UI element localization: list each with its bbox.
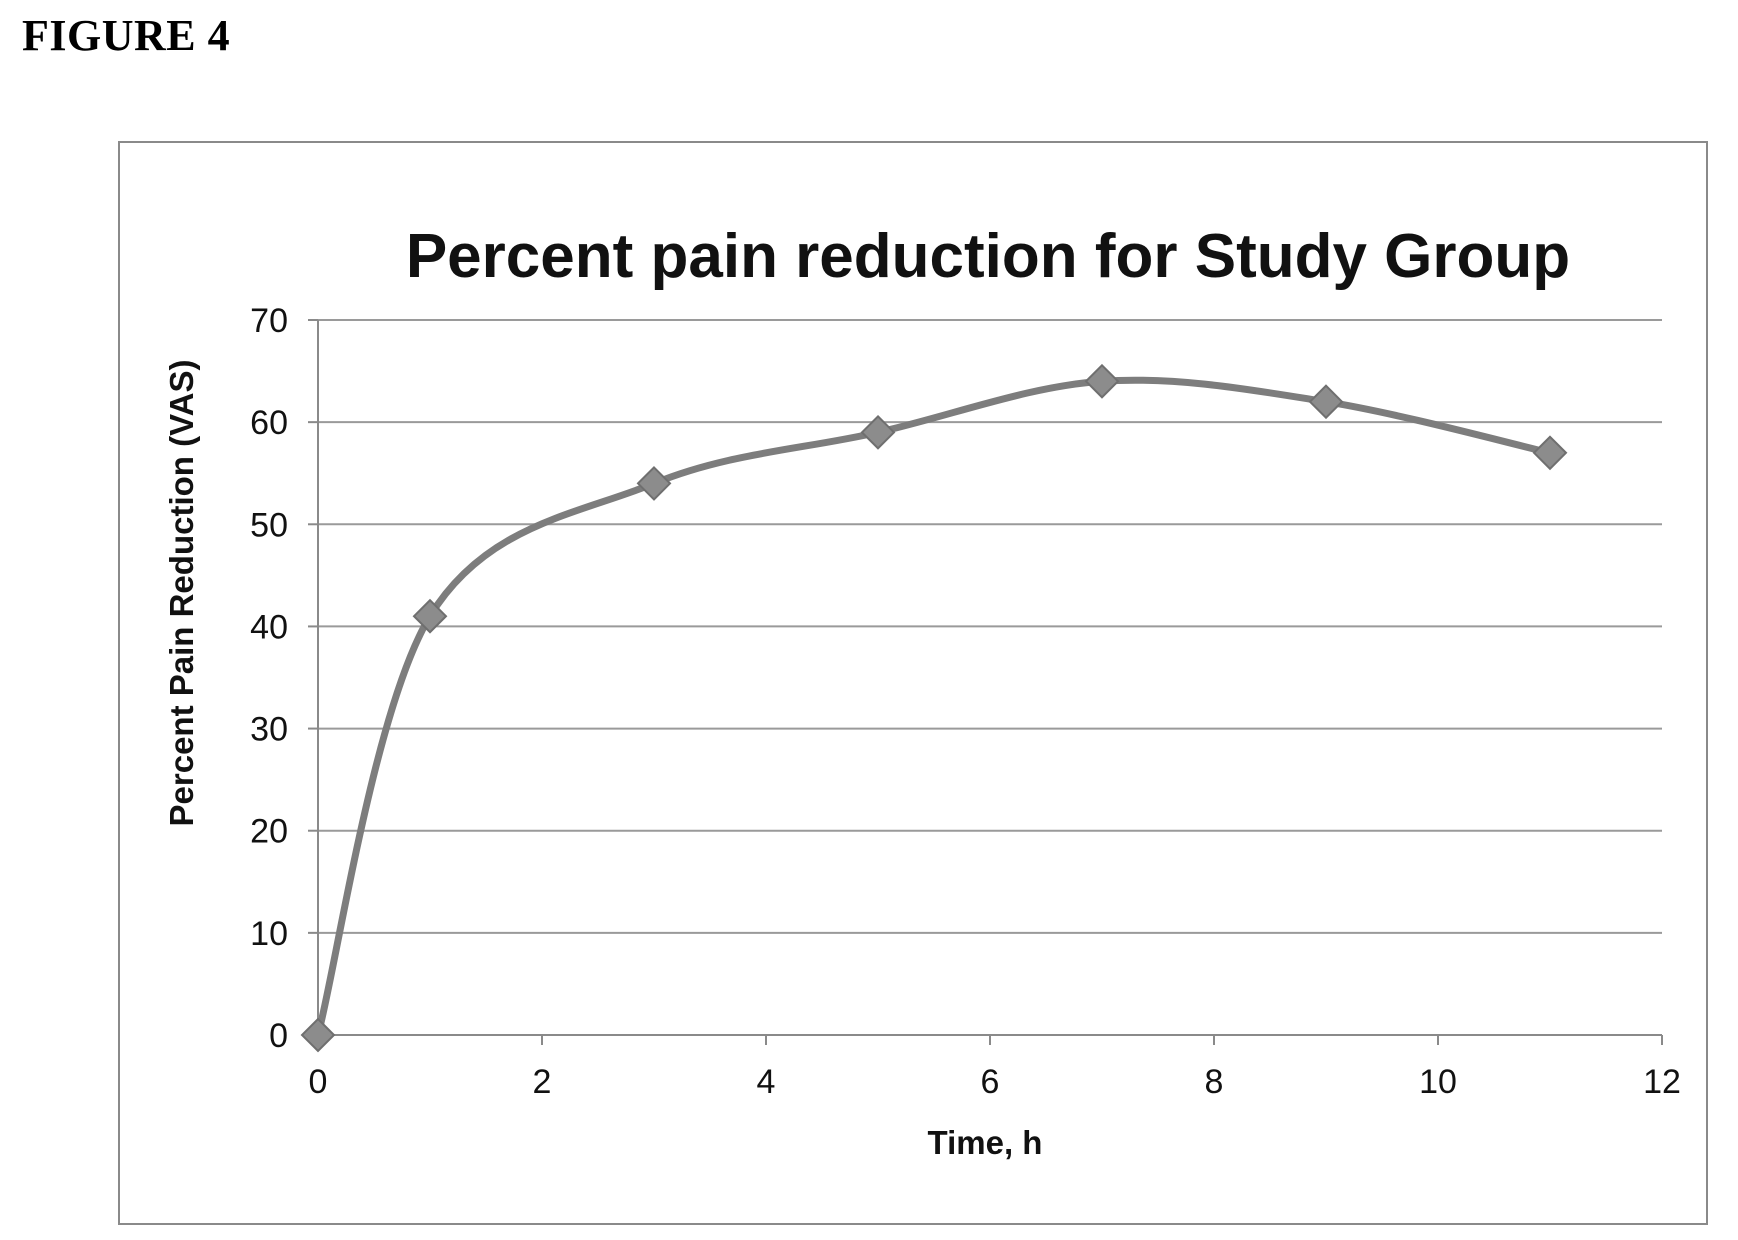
x-tick-label: 8 [1205,1063,1224,1101]
gridlines [318,319,1662,934]
data-point-marker [300,1017,336,1053]
data-point-marker [1084,363,1120,399]
figure-label: FIGURE 4 [22,11,231,60]
x-tick-label: 10 [1419,1063,1457,1101]
y-tick-label: 50 [250,506,288,544]
y-tick-label: 60 [250,404,288,442]
y-tick-label: 40 [250,608,288,646]
series-line-0 [314,376,1554,1039]
y-tick-label: 30 [250,711,288,749]
x-tick-label: 12 [1643,1063,1681,1101]
y-tick-label: 70 [250,302,288,340]
y-tick-label: 0 [269,1017,288,1055]
x-tick-labels: 0 2 4 6 8 10 12 [309,1063,1681,1101]
x-tick-label: 0 [309,1063,328,1101]
chart-title: Percent pain reduction for Study Group [406,222,1570,291]
axes [308,319,1663,1045]
data-point-marker [860,414,896,450]
data-series [314,376,1554,1039]
data-point-marker [636,466,672,501]
y-tick-labels: 0 10 20 30 40 50 60 70 [250,302,288,1055]
x-axis-title: Time, h [928,1124,1043,1161]
x-tick-label: 2 [533,1063,552,1101]
y-tick-label: 10 [250,915,288,953]
y-axis-title: Percent Pain Reduction (VAS) [163,360,200,827]
data-point-marker [412,598,448,634]
x-tick-label: 4 [757,1063,776,1101]
data-markers [300,363,1568,1053]
y-tick-label: 20 [250,813,288,851]
data-point-marker [1532,435,1568,471]
x-tick-label: 6 [981,1063,1000,1101]
chart-frame [118,141,1708,1225]
data-point-marker [1308,384,1344,420]
